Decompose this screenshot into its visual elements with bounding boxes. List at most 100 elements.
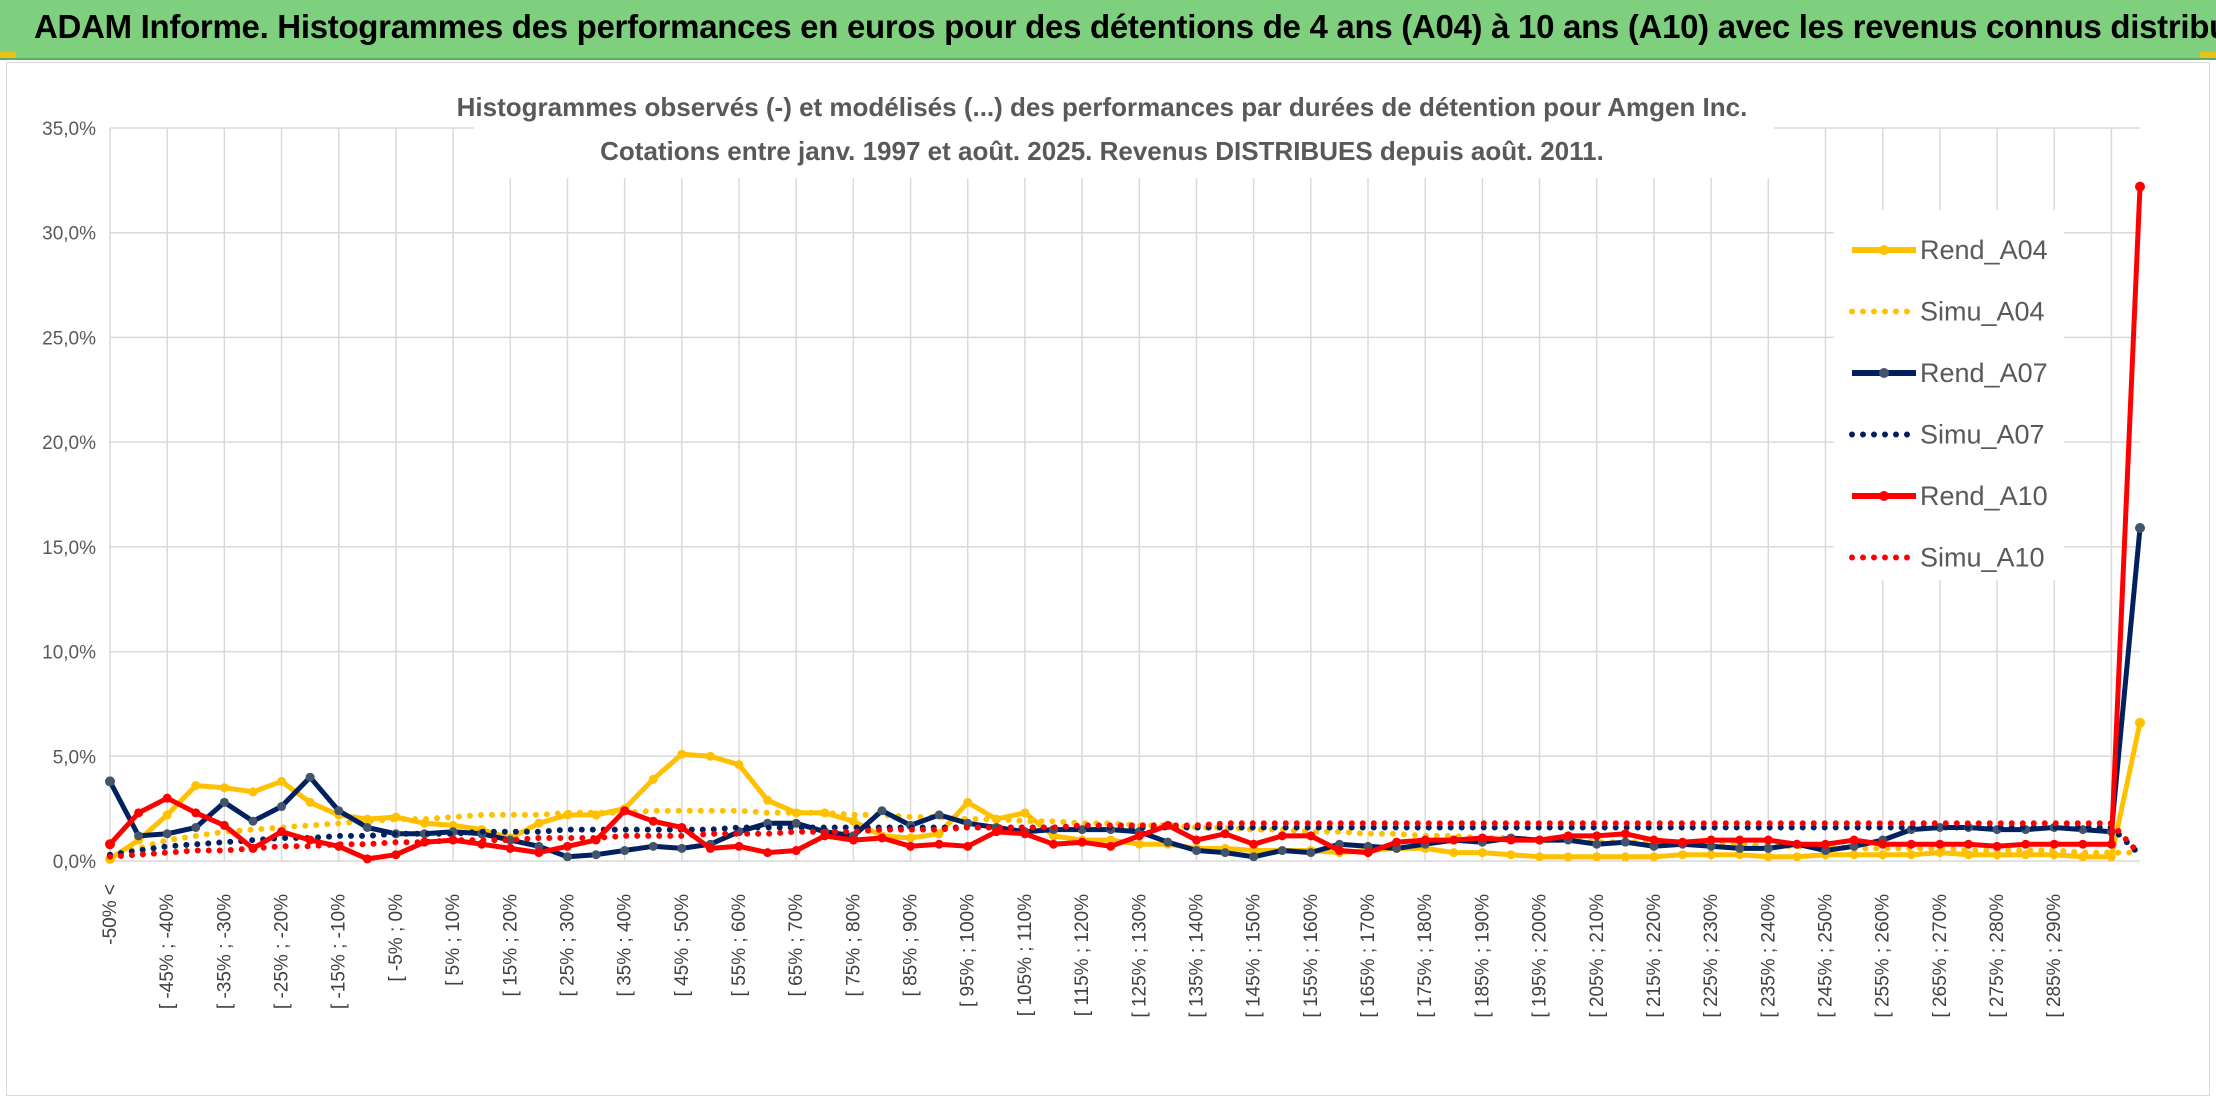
rend-a07-point [305,772,315,782]
rend-a04-point [2135,717,2145,728]
rend-a04-point [277,776,287,786]
y-tick-label: 25,0% [42,328,96,349]
rend-a07-point [105,776,115,787]
rend-a04-point [1535,852,1545,862]
rend-a07-point [620,846,630,856]
rend-a10-point [134,808,144,818]
x-tick-label: [ 5% ; 10% [443,894,464,986]
rend-a10-point [1906,839,1916,849]
rend-a07-point [1763,843,1773,853]
rend-a10-point [734,841,744,851]
rend-a10-point [1106,841,1116,851]
rend-a07-point [591,850,601,860]
rend-a04-point [1678,850,1688,860]
rend-a10-point [1763,835,1773,845]
x-tick-label: [ 135% ; 140% [1186,894,1207,1018]
x-tick-label: [ 115% ; 120% [1072,894,1093,1016]
rend-a10-point [1191,835,1201,845]
x-tick-label: [ 85% ; 90% [901,894,922,997]
rend-a10-point [1020,829,1030,839]
rend-a10-point [1620,829,1630,839]
rend-a04-point [1106,835,1116,845]
x-tick-label: [ 35% ; 40% [615,894,636,997]
rend-a07-point [505,835,515,845]
rend-a07-point [562,852,572,862]
rend-a07-point [648,841,658,851]
title-banner: ADAM Informe. Histogrammes des performan… [0,0,2216,60]
rend-a07-point [362,822,372,832]
rend-a04-point [1706,850,1716,860]
rend-a10-point [1992,841,2002,851]
rend-a04-point [448,820,458,830]
rend-a04-point [1792,852,1802,862]
rend-a10-point [1706,835,1716,845]
x-tick-label: [ 45% ; 50% [672,894,693,997]
rend-a10-point [305,835,315,845]
rend-a10-point [2106,839,2116,849]
rend-a10-point [848,835,858,845]
legend-marker-rend-a04 [1879,245,1889,255]
chart-frame [6,62,2210,1096]
rend-a04-point [191,781,201,791]
rend-a07-point [162,829,172,839]
legend-background [1834,210,2064,580]
banner-corner-left [0,52,16,58]
rend-a04-point [1649,852,1659,862]
rend-a07-point [1620,837,1630,847]
rend-a07-point [1735,843,1745,853]
rend-a07-point [1849,841,1859,851]
rend-a04-point [248,787,258,797]
y-tick-label: 30,0% [42,224,96,245]
rend-a07-point [248,816,258,826]
rend-a10-point [1878,839,1888,849]
rend-a04-point [705,751,715,761]
rend-a04-point [648,774,658,784]
legend-label-rend-a07: Rend_A07 [1920,358,2048,388]
rend-a10-point [1592,831,1602,841]
rend-a10-point [362,854,372,864]
rend-a04-point [734,760,744,770]
rend-a10-point [505,843,515,853]
rend-a07-point [934,810,944,820]
x-tick-label: [ 225% ; 230% [1701,894,1722,1018]
rend-a10-point [1277,831,1287,841]
rend-a07-point [1592,839,1602,849]
rend-a10-point [2078,839,2088,849]
y-tick-label: 0,0% [53,852,96,873]
rend-a10-point [1134,831,1144,841]
x-tick-label: [ 65% ; 70% [786,894,807,997]
rend-a07-point [1820,846,1830,856]
series-group [105,181,2145,864]
rend-a04-point [534,818,544,828]
x-tick-label: [ 165% ; 170% [1358,894,1379,1018]
x-tick-label: [ 25% ; 30% [557,894,578,997]
x-tick-label: [ 75% ; 80% [843,894,864,997]
y-axis-ticks: 0,0% 5,0% 10,0% 15,0% 20,0% 25,0% 30,0% 35,0% [42,119,96,873]
rend-a10-point [1306,831,1316,841]
rend-a10-point [1363,848,1373,858]
rend-a04-point [848,816,858,826]
rend-a04-point [677,749,687,759]
rend-a10-point [191,808,201,818]
x-tick-label: [ -35% ; -30% [214,894,235,1009]
rend-a04-point [934,829,944,839]
rend-a10-point [2049,839,2059,849]
rend-a04-point [1906,850,1916,860]
rend-a10-point [877,833,887,843]
rend-a07-point [277,802,287,812]
y-tick-label: 5,0% [53,747,96,768]
rend-a07-point [219,797,229,807]
legend-label-simu-a10: Simu_A10 [1920,543,2045,573]
rend-a07-point [1249,852,1259,862]
rend-a10-point [1220,829,1230,839]
rend-a10-point [105,839,115,850]
rend-a04-point [162,810,172,820]
y-tick-label: 35,0% [42,119,96,140]
rend-a10-point [1535,835,1545,845]
x-tick-label: [ 185% ; 190% [1472,894,1493,1018]
rend-a10-point [1506,835,1516,845]
rend-a10-point [791,846,801,856]
rend-a07-point [534,841,544,851]
rend-a07-point [1935,822,1945,832]
